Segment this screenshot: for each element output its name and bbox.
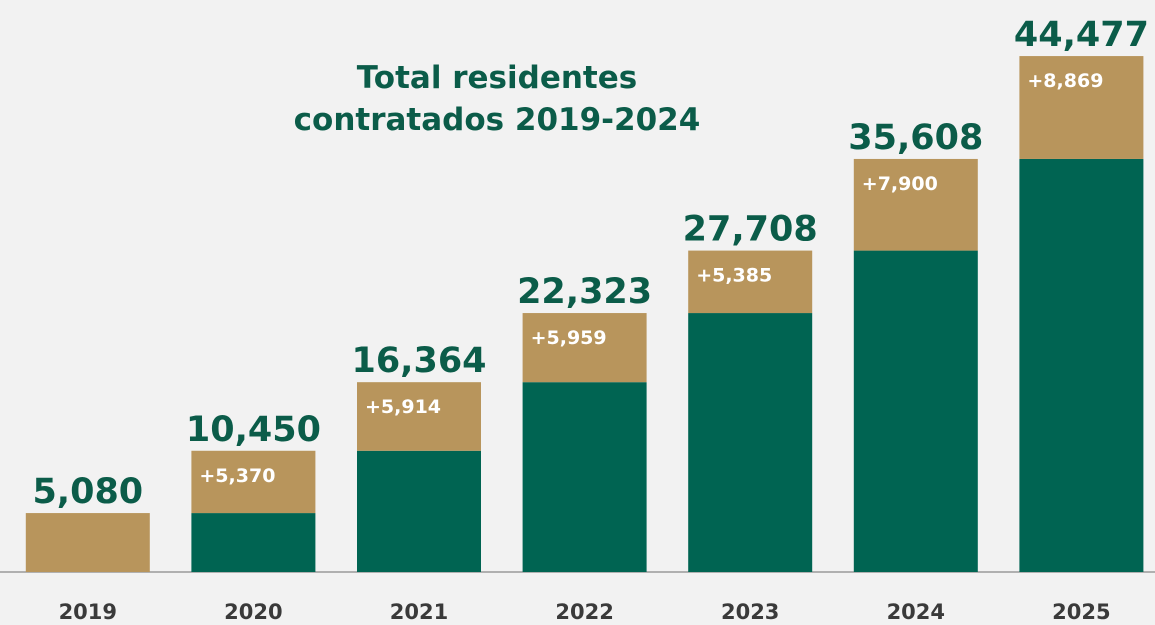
bar-segment xyxy=(191,450,316,514)
x-tick-label: 2022 xyxy=(555,600,613,624)
x-tick-label: 2020 xyxy=(224,600,282,624)
bar-segment xyxy=(25,513,150,572)
total-label: 44,477 xyxy=(1014,15,1149,55)
bar-segment xyxy=(688,313,813,572)
bar-segment xyxy=(357,382,481,451)
x-tick-label: 2019 xyxy=(59,600,117,624)
segment-label: +7,900 xyxy=(862,173,938,195)
segment-label: +5,959 xyxy=(531,327,607,349)
total-label: 22,323 xyxy=(517,272,652,312)
total-label: 5,080 xyxy=(32,472,143,512)
total-label: 10,450 xyxy=(186,410,321,450)
bar-segment xyxy=(1019,158,1144,572)
bar-segment xyxy=(1019,56,1144,159)
bar-segment xyxy=(191,513,316,572)
total-label: 35,608 xyxy=(848,118,983,158)
chart-title: Total residentes xyxy=(357,60,637,96)
bar-segment xyxy=(688,250,813,314)
x-tick-label: 2025 xyxy=(1052,600,1110,624)
bar-segment xyxy=(853,250,978,572)
segment-label: +5,370 xyxy=(199,465,275,487)
x-tick-label: 2023 xyxy=(721,600,779,624)
segment-label: +8,869 xyxy=(1027,70,1103,92)
x-tick-label: 2024 xyxy=(887,600,945,624)
bar-segment xyxy=(853,158,978,251)
chart-title: contratados 2019-2024 xyxy=(294,102,701,138)
total-label: 27,708 xyxy=(683,210,818,250)
total-label: 16,364 xyxy=(351,341,486,381)
bar-segment xyxy=(522,313,647,383)
bar-segment xyxy=(522,382,647,572)
x-tick-label: 2021 xyxy=(390,600,448,624)
segment-label: +5,914 xyxy=(365,396,441,418)
bar-segment xyxy=(357,450,481,572)
segment-label: +5,385 xyxy=(696,265,772,287)
